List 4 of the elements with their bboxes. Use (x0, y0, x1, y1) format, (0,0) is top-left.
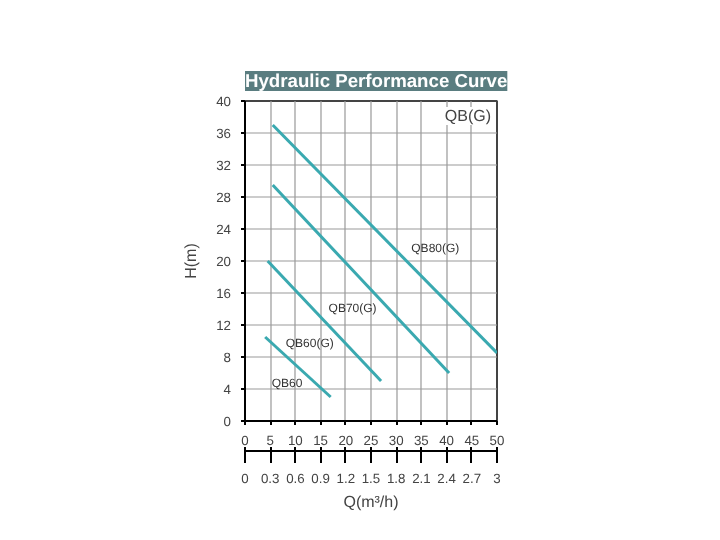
annotation: QB(G) (444, 107, 492, 125)
y-axis-title: H(m) (182, 242, 201, 279)
chart-title: Hydraulic Performance Curve (245, 71, 508, 91)
x-axis-title: Q(m³/h) (343, 493, 400, 511)
